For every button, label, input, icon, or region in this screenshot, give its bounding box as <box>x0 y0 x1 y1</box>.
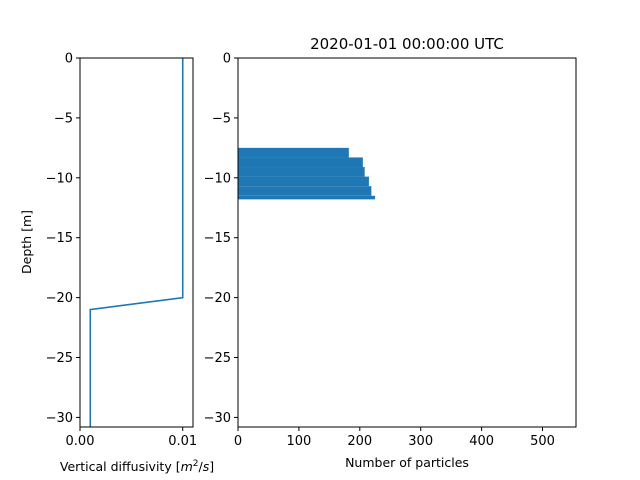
histogram-x-axis-label: Number of particles <box>345 455 469 470</box>
histogram-y-tick-label: −25 <box>204 351 231 366</box>
diffusivity-y-tick-label: −25 <box>46 351 73 366</box>
histogram-y-tick-label: −15 <box>204 231 231 246</box>
histogram-x-tick-label: 200 <box>347 434 372 449</box>
diffusivity-x-tick-label: 0.00 <box>66 434 95 449</box>
diffusivity-panel: 0 −5 −10 −15 −20 −25 −30 0.00 0.01 Depth [m] Ve… <box>19 52 214 475</box>
particle-count-bar <box>238 195 376 200</box>
diffusivity-y-tick-label: 0 <box>65 52 73 67</box>
histogram-y-tick-label: −30 <box>204 411 231 426</box>
particle-count-bar <box>238 176 369 187</box>
diffusivity-y-tick-label: −5 <box>54 111 73 126</box>
histogram-x-ticks: 0 100 200 300 400 500 <box>234 427 555 449</box>
diffusivity-y-axis-label: Depth [m] <box>19 210 34 274</box>
diffusivity-y-tick-label: −30 <box>46 411 73 426</box>
diffusivity-plot-area <box>89 58 184 427</box>
diffusivity-y-tick-label: −15 <box>46 231 73 246</box>
histogram-title: 2020-01-01 00:00:00 UTC <box>310 35 504 53</box>
diffusivity-x-ticks: 0.00 0.01 <box>66 427 197 449</box>
diffusivity-y-ticks: 0 −5 −10 −15 −20 −25 −30 <box>46 52 80 426</box>
diffusivity-y-tick-label: −10 <box>46 171 73 186</box>
histogram-plot-area <box>238 147 376 200</box>
diffusivity-x-tick-label: 0.01 <box>168 434 197 449</box>
histogram-y-ticks: 0 −5 −10 −15 −20 −25 −30 <box>204 52 238 426</box>
histogram-x-tick-label: 300 <box>408 434 433 449</box>
diffusivity-y-tick-label: −20 <box>46 291 73 306</box>
diffusivity-axes-frame <box>79 57 194 428</box>
histogram-x-tick-label: 500 <box>530 434 555 449</box>
histogram-x-tick-label: 400 <box>469 434 494 449</box>
histogram-x-tick-label: 0 <box>234 434 242 449</box>
histogram-axes-frame <box>237 57 577 428</box>
particle-count-bar <box>238 186 372 196</box>
diffusivity-x-axis-label: Vertical diffusivity [m2/s] <box>60 459 214 474</box>
histogram-y-tick-label: −5 <box>212 111 231 126</box>
particle-histogram-panel: 0 −5 −10 −15 −20 −25 −30 0 100 200 300 400 500 2020… <box>204 35 577 470</box>
particle-count-bar <box>238 157 363 168</box>
histogram-x-tick-label: 100 <box>286 434 311 449</box>
histogram-y-tick-label: 0 <box>223 52 231 67</box>
histogram-y-tick-label: −10 <box>204 171 231 186</box>
particle-count-bar <box>238 147 349 158</box>
particle-count-bar <box>238 167 365 177</box>
diffusivity-profile-line <box>89 58 184 427</box>
histogram-y-tick-label: −20 <box>204 291 231 306</box>
